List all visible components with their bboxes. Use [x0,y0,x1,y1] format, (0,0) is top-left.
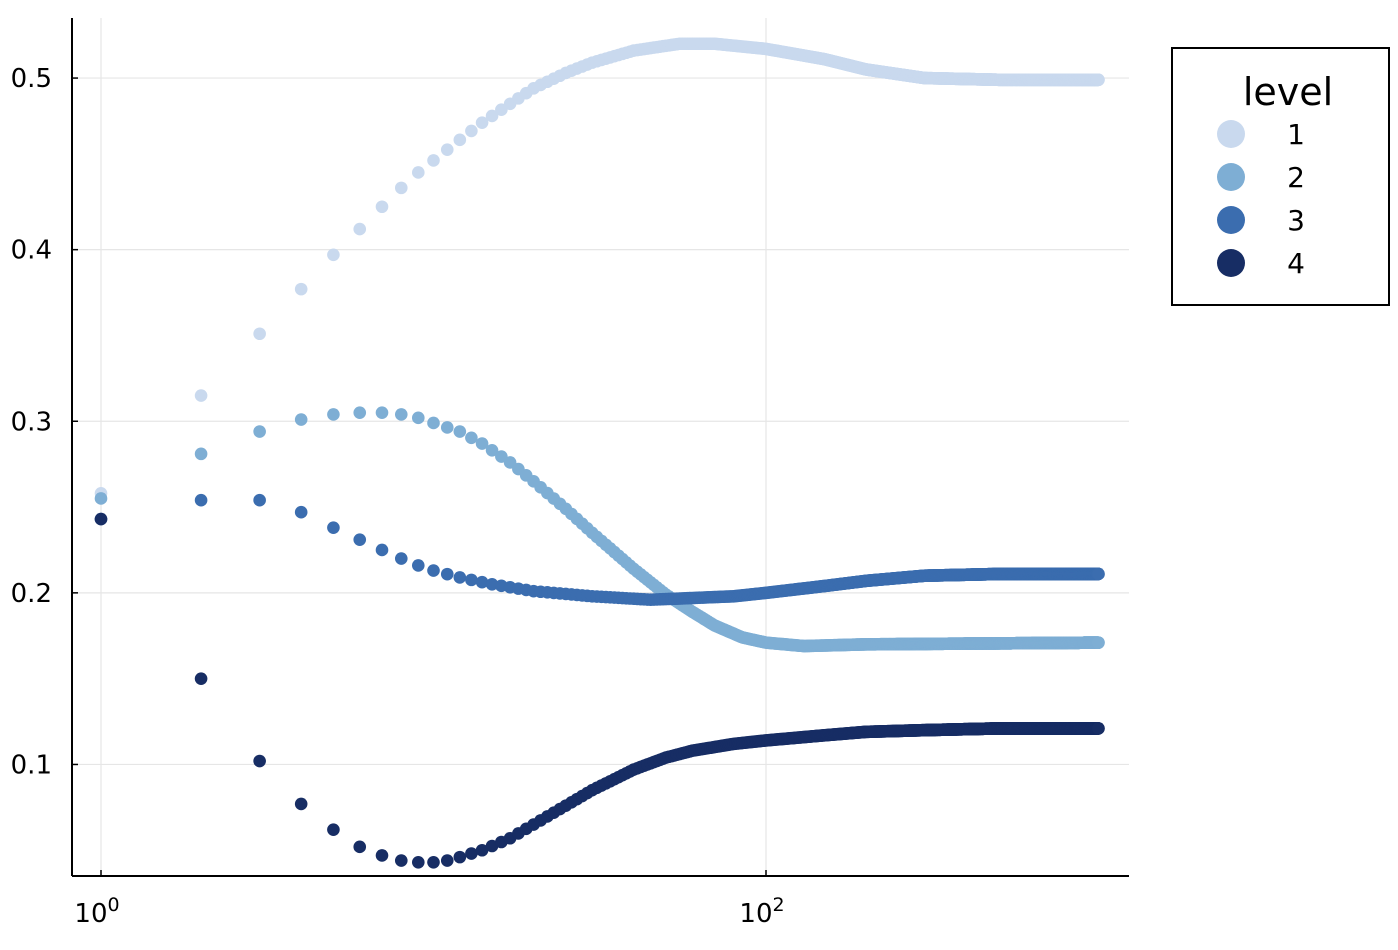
data-point [1092,722,1105,735]
data-point [485,443,499,457]
legend-title: level [1243,70,1333,114]
data-point [94,512,108,526]
series-3 [94,493,1105,607]
data-point [465,431,478,445]
data-point [294,505,308,519]
data-point [453,133,467,147]
data-point [440,854,454,867]
data-point [485,577,499,591]
data-points [94,37,1105,869]
data-point [94,492,108,505]
data-point [453,850,467,864]
data-point [194,672,208,685]
legend-label: 3 [1287,204,1305,237]
legend-marker [1217,249,1245,277]
data-point [453,571,467,584]
series-2 [94,406,1105,653]
legend-box [1171,47,1390,306]
data-point [375,849,389,862]
data-point [1092,636,1105,649]
data-point [327,521,340,534]
data-point [475,437,489,450]
data-point [375,543,389,557]
series-4 [94,512,1105,869]
data-point [327,823,340,836]
grid [72,18,1129,876]
data-point [440,421,454,434]
legend-label: 4 [1287,247,1305,280]
legend-label: 2 [1287,161,1305,194]
data-point [485,109,499,123]
data-point [475,575,489,589]
tick-labels: 0.1 0.2 0.3 0.4 0.5 100 102 [11,64,785,929]
data-point [1092,73,1105,87]
legend-marker [1217,120,1245,148]
data-point [253,327,266,341]
data-point [453,425,467,438]
data-point [475,116,489,129]
data-point [253,493,266,507]
data-point [253,754,266,768]
data-point [465,573,478,587]
legend-marker [1217,206,1245,234]
y-tick-label: 0.5 [11,64,52,94]
data-point [194,447,208,461]
axes [71,18,1129,877]
data-point [1092,567,1105,581]
data-point [475,843,489,857]
data-point [427,855,440,869]
data-point [353,222,367,236]
y-tick-label: 0.2 [11,579,52,609]
series-1 [94,37,1105,500]
data-point [440,567,454,581]
data-point [353,406,367,419]
data-point [427,564,440,577]
data-point [194,493,208,507]
data-point [327,248,340,262]
y-tick-label: 0.1 [11,750,52,780]
x-tick-label: 100 [74,894,119,929]
legend-marker [1217,163,1245,191]
legend-label: 1 [1287,118,1305,151]
data-point [411,411,425,425]
data-point [253,425,266,438]
data-point [427,416,440,430]
data-point [465,124,478,138]
data-point [394,854,408,867]
data-point [353,840,367,854]
data-point [440,143,454,156]
data-point [411,559,425,572]
data-point [375,200,389,214]
data-point [353,533,367,546]
data-point [294,413,308,426]
data-point [411,166,425,179]
data-point [465,847,478,860]
data-point [394,181,408,195]
data-point [194,389,208,402]
data-point [375,406,389,419]
y-tick-label: 0.3 [11,407,52,437]
data-point [427,154,440,167]
data-point [394,552,408,565]
data-point [294,797,308,811]
data-point [294,282,308,296]
y-tick-label: 0.4 [11,236,52,266]
legend: level 1 2 3 4 [1171,47,1390,306]
data-point [411,855,425,869]
data-point [394,408,408,421]
x-tick-label: 102 [739,894,784,929]
data-point [327,408,340,421]
